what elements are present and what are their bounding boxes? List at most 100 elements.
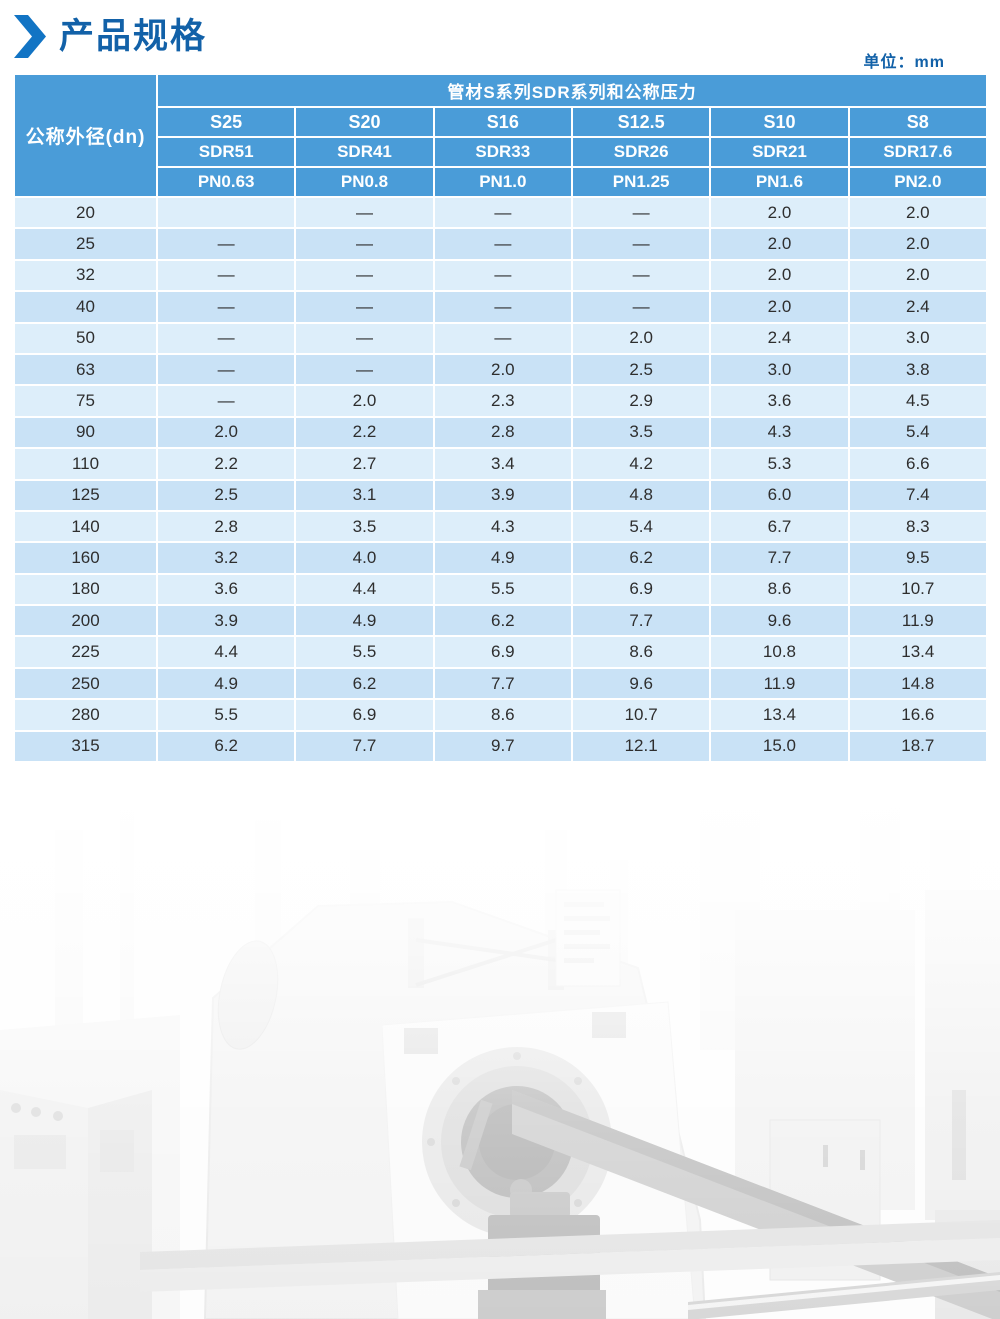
value-cell: 3.1 [296,480,433,510]
value-cell: 18.7 [849,731,986,762]
spec-table-head: 公称外径(dn) 管材S系列SDR系列和公称压力 S25 S20 S16 S12.5 S… [15,75,986,196]
series-header-cell: S16 [434,108,571,136]
value-cell: 3.5 [572,417,710,448]
sdr-header-cell: SDR26 [572,138,710,166]
value-cell: 3.9 [434,480,571,510]
value-cell: 4.3 [711,417,848,448]
value-cell: 10.7 [572,700,710,730]
page-header: 产品规格 单位：mm [0,0,1000,75]
table-row: 140 2.8 3.5 4.3 5.4 6.7 8.3 [15,511,986,542]
dn-cell: 63 [15,354,156,385]
value-cell: 11.9 [849,606,986,636]
pn-header-cell: PN0.8 [296,168,433,196]
value-cell: 2.9 [572,386,710,416]
value-cell: 2.0 [711,198,848,228]
value-cell: — [158,354,295,385]
sdr-header-cell: SDR41 [296,138,433,166]
value-cell: 6.7 [711,511,848,542]
dn-cell: 40 [15,292,156,322]
value-cell: — [572,292,710,322]
value-cell: 2.4 [711,323,848,353]
value-cell: 6.9 [572,574,710,605]
pn-header-cell: PN2.0 [849,168,986,196]
table-row: 32 — — — — 2.0 2.0 [15,260,986,291]
value-cell: 9.7 [434,731,571,762]
value-cell: — [158,386,295,416]
value-cell: — [296,292,433,322]
pn-header-cell: PN1.25 [572,168,710,196]
value-cell: 8.3 [849,511,986,542]
value-cell: 4.9 [434,543,571,573]
sdr-header-cell: SDR17.6 [849,138,986,166]
value-cell [158,198,295,228]
value-cell: — [296,323,433,353]
pn-header-cell: PN1.0 [434,168,571,196]
value-cell: 2.0 [572,323,710,353]
value-cell: 6.9 [296,700,433,730]
value-cell: — [572,260,710,291]
value-cell: 2.2 [296,417,433,448]
pn-header-cell: PN1.6 [711,168,848,196]
unit-label: 单位：mm [863,54,945,71]
value-cell: 9.5 [849,543,986,573]
value-cell: 5.5 [296,637,433,667]
value-cell: 2.0 [158,417,295,448]
value-cell: 2.0 [849,260,986,291]
table-row: 200 3.9 4.9 6.2 7.7 9.6 11.9 [15,606,986,636]
sdr-header-cell: SDR33 [434,138,571,166]
value-cell: 13.4 [711,700,848,730]
value-cell: 3.6 [711,386,848,416]
value-cell: 16.6 [849,700,986,730]
value-cell: 2.5 [158,480,295,510]
table-row: 63 — — 2.0 2.5 3.0 3.8 [15,354,986,385]
value-cell: 2.0 [296,386,433,416]
value-cell: 7.7 [434,668,571,699]
value-cell: 3.4 [434,449,571,479]
dn-cell: 160 [15,543,156,573]
table-row: 280 5.5 6.9 8.6 10.7 13.4 16.6 [15,700,986,730]
table-row: 160 3.2 4.0 4.9 6.2 7.7 9.5 [15,543,986,573]
value-cell: — [434,292,571,322]
value-cell: 2.0 [849,229,986,259]
value-cell: 7.7 [296,731,433,762]
value-cell: — [572,229,710,259]
value-cell: 2.8 [158,511,295,542]
value-cell: 3.8 [849,354,986,385]
value-cell: 2.0 [711,229,848,259]
value-cell: 3.6 [158,574,295,605]
value-cell: — [296,229,433,259]
factory-photo [0,790,1000,1319]
sdr-header-cell: SDR51 [158,138,295,166]
factory-photo-illustration [0,790,1000,1319]
value-cell: 2.0 [434,354,571,385]
value-cell: — [158,229,295,259]
table-row: 75 — 2.0 2.3 2.9 3.6 4.5 [15,386,986,416]
table-row: 315 6.2 7.7 9.7 12.1 15.0 18.7 [15,731,986,762]
value-cell: — [434,323,571,353]
table-row: 250 4.9 6.2 7.7 9.6 11.9 14.8 [15,668,986,699]
series-header-cell: S12.5 [572,108,710,136]
value-cell: 10.7 [849,574,986,605]
series-header-cell: S8 [849,108,986,136]
value-cell: — [296,198,433,228]
value-cell: 8.6 [434,700,571,730]
value-cell: 4.5 [849,386,986,416]
value-cell: 4.9 [158,668,295,699]
dn-cell: 125 [15,480,156,510]
value-cell: 4.0 [296,543,433,573]
value-cell: 9.6 [711,606,848,636]
dn-cell: 280 [15,700,156,730]
table-row: 25 — — — — 2.0 2.0 [15,229,986,259]
table-row: 180 3.6 4.4 5.5 6.9 8.6 10.7 [15,574,986,605]
value-cell: 3.0 [711,354,848,385]
value-cell: — [158,292,295,322]
value-cell: 6.2 [572,543,710,573]
value-cell: 4.2 [572,449,710,479]
dn-cell: 75 [15,386,156,416]
value-cell: 2.5 [572,354,710,385]
value-cell: 5.4 [849,417,986,448]
value-cell: 8.6 [711,574,848,605]
dn-cell: 225 [15,637,156,667]
dn-cell: 110 [15,449,156,479]
value-cell: 2.2 [158,449,295,479]
